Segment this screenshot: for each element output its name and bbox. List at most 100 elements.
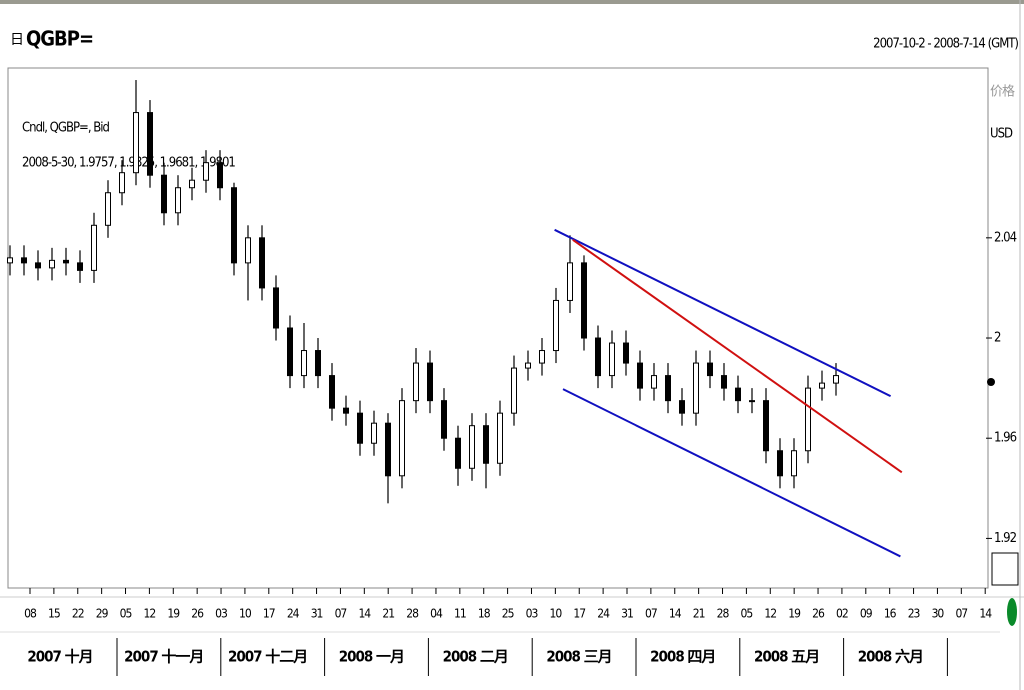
chart-title: QGBP= (26, 27, 93, 51)
candle-body (693, 362, 699, 414)
x-tick-label: 30 (932, 607, 945, 621)
candle-body (623, 342, 629, 364)
x-tick-label: 05 (120, 607, 132, 621)
candle-body (21, 257, 27, 264)
candle-body (7, 257, 13, 264)
y-tick-label: 2 (994, 331, 1001, 346)
date-range: 2007-10-2 - 2008-7-14 (GMT) (873, 37, 1018, 52)
candle-body (189, 179, 195, 189)
x-tick-label: 07 (955, 607, 967, 621)
y-tick-label: 1.96 (994, 431, 1017, 446)
x-tick-label: 17 (263, 607, 275, 621)
legend-line: Cndl, QGBP=, Bid (22, 121, 110, 136)
x-tick-label: 25 (502, 607, 514, 621)
candle-body (651, 375, 657, 389)
candle-body (595, 337, 601, 377)
candle-body (175, 187, 181, 214)
x-tick-label: 24 (597, 607, 610, 621)
month-label: 2008 二月 (443, 648, 508, 666)
candle-body (441, 400, 447, 439)
x-tick-label: 16 (884, 607, 897, 621)
y-axis-label: 价格 (990, 84, 1015, 100)
x-tick-label: 28 (717, 607, 730, 621)
month-label: 2007 十月 (27, 648, 92, 666)
candle-body (553, 299, 559, 352)
x-tick-label: 11 (454, 607, 466, 621)
candle-body (483, 425, 489, 464)
candle-body (637, 362, 643, 389)
candle-body (203, 162, 209, 181)
candle-body (679, 400, 685, 414)
x-tick-label: 31 (311, 607, 323, 621)
x-tick-label: 03 (526, 607, 538, 621)
candle-body (35, 262, 41, 269)
x-tick-label: 12 (144, 607, 156, 621)
last-price-marker (987, 378, 995, 386)
candle-body (119, 172, 125, 194)
candle-body (567, 262, 573, 301)
candle-body (525, 362, 531, 369)
scroll-indicator[interactable] (1007, 598, 1017, 626)
candle-body (427, 362, 433, 402)
month-label: 2008 四月 (650, 648, 715, 666)
x-tick-label: 10 (549, 607, 562, 621)
candle-body (329, 375, 335, 409)
x-tick-label: 14 (979, 607, 992, 621)
x-tick-label: 31 (621, 607, 633, 621)
month-label: 2008 五月 (754, 648, 819, 666)
x-tick-label: 17 (573, 607, 585, 621)
candle-body (273, 287, 279, 329)
candle-body (301, 350, 307, 377)
x-tick-label: 24 (287, 607, 300, 621)
candle-body (721, 375, 727, 389)
title-icon: 日 (10, 32, 23, 48)
x-tick-label: 28 (406, 607, 419, 621)
month-label: 2007 十一月 (124, 648, 203, 666)
x-tick-label: 19 (788, 607, 801, 621)
candle-body (259, 237, 265, 289)
trend-line (572, 239, 903, 474)
price-box (991, 552, 1019, 586)
candle-body (287, 327, 293, 377)
candle-body (147, 112, 153, 176)
x-tick-label: 12 (764, 607, 776, 621)
candle-body (497, 412, 503, 464)
candle-body (777, 450, 783, 477)
x-tick-label: 07 (335, 607, 347, 621)
candle-body (819, 382, 825, 389)
x-tick-label: 07 (645, 607, 657, 621)
month-label: 2007 十二月 (228, 648, 307, 666)
candle-body (133, 112, 139, 174)
x-tick-label: 23 (908, 607, 920, 621)
candle-body (161, 174, 167, 214)
x-tick-label: 19 (167, 607, 180, 621)
candle-body (91, 224, 97, 271)
candle-body (357, 412, 363, 444)
x-tick-label: 14 (669, 607, 682, 621)
top-border (0, 0, 1024, 4)
candle-body (805, 387, 811, 452)
candle-body (105, 192, 111, 226)
candle-body (609, 342, 615, 377)
x-tick-label: 26 (812, 607, 825, 621)
month-label: 2008 一月 (339, 648, 404, 666)
month-label: 2008 六月 (858, 648, 923, 666)
candle-body (735, 387, 741, 402)
x-tick-label: 21 (382, 607, 394, 621)
candle-body (665, 375, 671, 402)
x-tick-label: 26 (191, 607, 204, 621)
candle-body (399, 400, 405, 477)
candle-body (315, 350, 321, 377)
candle-body (707, 362, 713, 377)
x-tick-label: 18 (478, 607, 491, 621)
candle-body (231, 187, 237, 264)
candle-body (385, 422, 391, 477)
candle-body (77, 262, 83, 271)
candle-body (469, 425, 475, 469)
x-tick-label: 05 (741, 607, 753, 621)
candle-body (455, 437, 461, 469)
candle-body (749, 400, 755, 403)
x-tick-label: 04 (430, 607, 443, 621)
candle-body (791, 450, 797, 477)
candle-body (63, 259, 69, 264)
